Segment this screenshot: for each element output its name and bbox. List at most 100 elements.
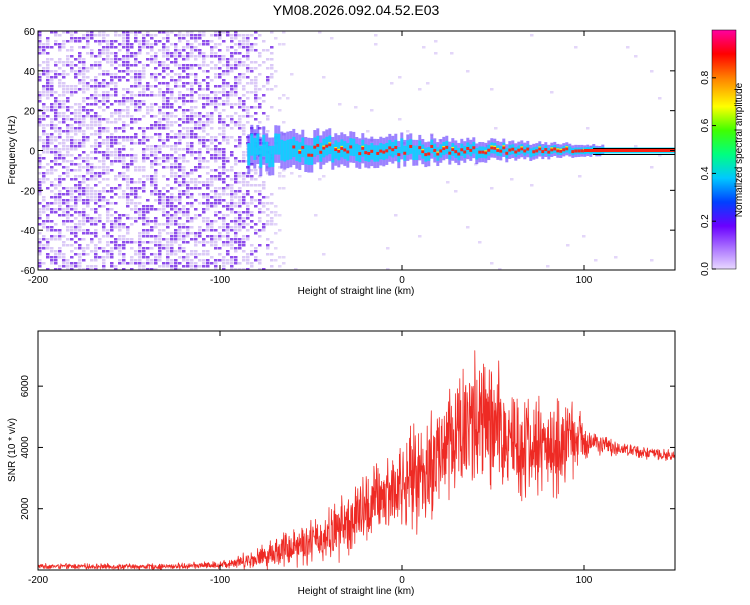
noise-cell [142, 220, 146, 223]
noise-cell [250, 169, 254, 172]
noise-cell [38, 163, 42, 166]
noise-cell [170, 88, 174, 91]
noise-cell [182, 265, 186, 268]
noise-cell [214, 157, 218, 160]
noise-cell [230, 67, 234, 70]
noise-cell [198, 229, 202, 232]
noise-cell [162, 238, 166, 241]
noise-cell [266, 118, 270, 121]
noise-cell [166, 49, 170, 52]
signal-peak-cell [307, 153, 311, 157]
noise-cell [202, 253, 206, 256]
noise-cell [82, 223, 86, 226]
noise-cell [58, 157, 62, 160]
noise-cell [146, 85, 150, 88]
noise-cell [226, 124, 230, 127]
noise-cell [174, 157, 178, 160]
noise-cell [270, 58, 274, 61]
noise-cell [270, 241, 274, 244]
noise-cell [118, 43, 122, 46]
noise-cell [250, 199, 254, 202]
noise-cell [186, 232, 190, 235]
noise-cell [154, 181, 158, 184]
noise-cell [150, 55, 154, 58]
noise-cell [222, 85, 226, 88]
noise-cell [114, 244, 118, 247]
noise-cell [206, 205, 210, 208]
noise-cell [278, 175, 282, 178]
noise-cell [178, 130, 182, 133]
signal-peak-cell [409, 144, 413, 148]
noise-cell [114, 247, 118, 250]
noise-cell [186, 217, 190, 220]
noise-cell [134, 241, 138, 244]
noise-cell [218, 247, 222, 250]
noise-cell [98, 100, 102, 103]
noise-cell [230, 85, 234, 88]
noise-cell [78, 193, 82, 196]
noise-cell [42, 115, 46, 118]
signal-cell [256, 133, 260, 156]
noise-cell [78, 67, 82, 70]
noise-cell [198, 160, 202, 163]
noise-cell [194, 91, 198, 94]
noise-cell [206, 55, 210, 58]
signal-peak-cell [343, 148, 347, 152]
noise-cell [158, 151, 162, 154]
noise-cell [234, 181, 238, 184]
noise-cell [74, 31, 78, 34]
noise-cell [142, 169, 146, 172]
noise-cell [86, 37, 90, 40]
noise-cell [190, 220, 194, 223]
noise-cell [178, 136, 182, 139]
noise-cell [530, 184, 534, 187]
noise-cell [166, 256, 170, 259]
noise-cell [270, 73, 274, 76]
noise-cell [170, 199, 174, 202]
noise-cell [230, 151, 234, 154]
noise-cell [258, 262, 262, 265]
noise-cell [50, 208, 54, 211]
noise-cell [78, 238, 82, 241]
noise-cell [246, 235, 250, 238]
noise-cell [186, 193, 190, 196]
noise-cell [238, 73, 242, 76]
noise-cell [78, 181, 82, 184]
noise-cell [238, 76, 242, 79]
noise-cell [278, 166, 282, 169]
noise-cell [114, 241, 118, 244]
noise-cell [178, 229, 182, 232]
noise-cell [178, 190, 182, 193]
noise-cell [318, 31, 322, 34]
noise-cell [178, 262, 182, 265]
noise-cell [130, 136, 134, 139]
noise-cell [98, 67, 102, 70]
noise-cell [110, 61, 114, 64]
noise-cell [210, 55, 214, 58]
noise-cell [42, 103, 46, 106]
noise-cell [138, 196, 142, 199]
noise-cell [266, 76, 270, 79]
noise-cell [98, 205, 102, 208]
noise-cell [54, 40, 58, 43]
noise-cell [230, 58, 234, 61]
noise-cell [270, 202, 274, 205]
noise-cell [178, 211, 182, 214]
noise-cell [74, 76, 78, 79]
noise-cell [38, 223, 42, 226]
noise-cell [86, 88, 90, 91]
noise-cell [122, 259, 126, 262]
noise-cell [190, 85, 194, 88]
noise-cell [242, 40, 246, 43]
noise-cell [166, 46, 170, 49]
noise-cell [234, 232, 238, 235]
signal-peak-cell [394, 145, 398, 149]
noise-cell [146, 136, 150, 139]
noise-cell [254, 178, 258, 181]
noise-cell [186, 31, 190, 34]
noise-cell [202, 202, 206, 205]
noise-cell [230, 190, 234, 193]
noise-cell [138, 109, 142, 112]
noise-cell [62, 157, 66, 160]
noise-cell [38, 253, 42, 256]
